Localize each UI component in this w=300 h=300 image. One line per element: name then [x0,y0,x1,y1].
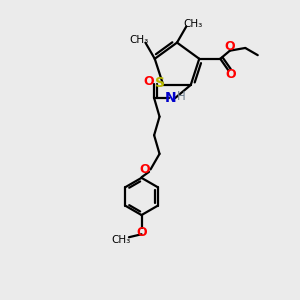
Text: O: O [143,75,154,88]
Text: O: O [226,68,236,81]
Text: O: O [225,40,235,53]
Text: CH₃: CH₃ [112,235,131,244]
Text: O: O [140,163,150,176]
Text: CH₃: CH₃ [183,19,202,29]
Text: N: N [165,91,177,105]
Text: H: H [177,90,186,103]
Text: S: S [154,76,165,90]
Text: O: O [136,226,147,239]
Text: CH₃: CH₃ [129,35,148,45]
